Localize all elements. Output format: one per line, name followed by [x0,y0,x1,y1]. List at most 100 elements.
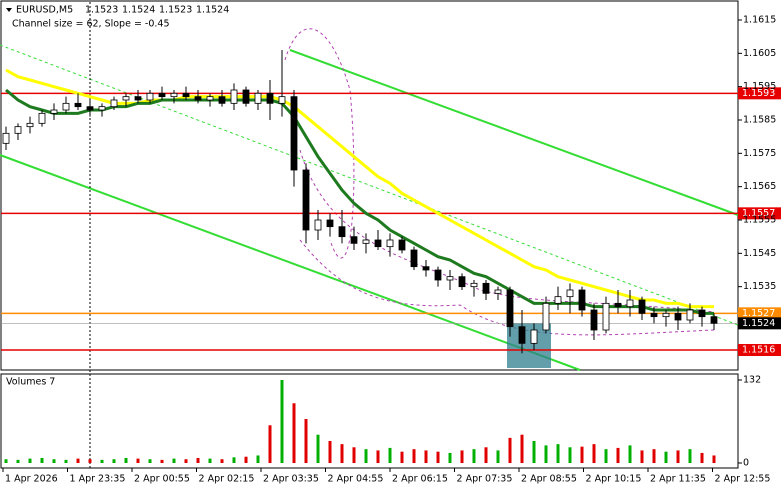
x-tick-label: 2 Apr 03:35 [263,474,319,485]
header-price: 1.1524 [122,5,155,16]
candle-body [506,289,514,328]
level-label-box [738,344,781,356]
envelope [299,239,715,336]
candle-body [182,92,190,98]
x-tick-label: 2 Apr 08:55 [521,474,577,485]
candle-body [206,96,214,101]
candle-body [710,316,718,324]
candle-body [134,96,142,101]
candle-body [422,266,430,271]
symbol: EURUSD,M5 [16,5,73,16]
level-label-box [738,317,781,330]
subtitle: Channel size = 62, Slope = -0.45 [12,19,170,30]
y-tick-label: 1.1595 [743,81,776,92]
candle-body [482,282,490,294]
candle-body [686,309,694,321]
level-label: 1.1524 [742,318,775,329]
y-tick-label: 1.1535 [743,281,776,292]
level-label: 1.1593 [742,88,775,99]
candle-body [518,326,526,344]
candle-body [662,312,670,318]
y-tick-label: 1.1615 [743,15,776,26]
level-label-box [738,307,781,320]
y-tick-label: 1.1585 [743,115,776,126]
y-tick-label: 1.1605 [743,48,776,59]
candle-body [590,309,598,331]
level-label: 1.1516 [742,345,775,356]
volume-panel [0,373,739,469]
candle-body [122,96,130,101]
volume-tick-label: 132 [743,375,761,386]
y-tick-label: 1.1555 [743,215,776,226]
header-price: 1.1524 [196,5,229,16]
candle-body [302,169,310,231]
header-price: 1.1523 [85,5,118,16]
volume-tick-label: 0 [743,458,749,469]
candle-body [446,276,454,281]
candle-body [494,289,502,294]
candle-body [266,92,274,104]
candle-body [2,132,10,144]
x-tick-label: 2 Apr 04:55 [328,474,384,485]
candle-body [602,302,610,331]
x-tick-label: 2 Apr 10:15 [586,474,642,485]
candle-body [170,92,178,98]
channel-upper [289,49,739,216]
candle-body [338,226,346,238]
candle-body [230,89,238,104]
candle-body [698,309,706,318]
candle-body [362,239,370,244]
level-label: 1.1527 [742,308,775,319]
x-tick-label: 2 Apr 00:55 [134,474,190,485]
candle-body [86,106,94,111]
candle-body [458,276,466,288]
candle-body [290,96,298,171]
x-tick-label: 2 Apr 06:15 [392,474,448,485]
candle-body [626,299,634,308]
candle-body [278,96,286,104]
x-tick-label: 2 Apr 11:35 [650,474,706,485]
candle-body [470,282,478,288]
candle-body [326,219,334,228]
candle-body [14,126,22,134]
candle-body [158,92,166,98]
y-tick-label: 1.1545 [743,248,776,259]
moving-average [5,88,714,315]
moving-average [5,68,714,309]
candle-body [650,312,658,318]
envelope [284,28,715,313]
candle-body [242,89,250,104]
candle-body [554,296,562,304]
candle-body [98,106,106,111]
candle-body [530,329,538,344]
candle-body [350,236,358,244]
y-tick-label: 1.1575 [743,148,776,159]
y-tick-label: 1.1565 [743,181,776,192]
volume-title: Volumes 7 [6,377,55,388]
candle-body [38,112,46,124]
highlight-box [507,323,551,368]
level-label-box [738,87,781,100]
candle-body [26,122,34,128]
x-tick-label: 2 Apr 07:35 [457,474,513,485]
candle-body [50,109,58,114]
candle-body [146,92,154,101]
menu-arrow [6,8,12,12]
candle-body [62,102,70,111]
x-tick-label: 2 Apr 12:55 [715,474,771,485]
x-tick-label: 1 Apr 23:35 [70,474,126,485]
candle-body [638,299,646,314]
candle-body [578,289,586,311]
candle-body [74,102,82,108]
candle-body [194,96,202,101]
level-label-box [738,207,781,220]
header-price: 1.1523 [159,5,192,16]
candle-body [434,269,442,281]
candle-body [674,312,682,321]
x-tick-label: 1 Apr 2026 [5,474,58,485]
candle-body [386,239,394,248]
price-panel [0,0,739,371]
candle-body [410,249,418,268]
candle-body [398,239,406,251]
